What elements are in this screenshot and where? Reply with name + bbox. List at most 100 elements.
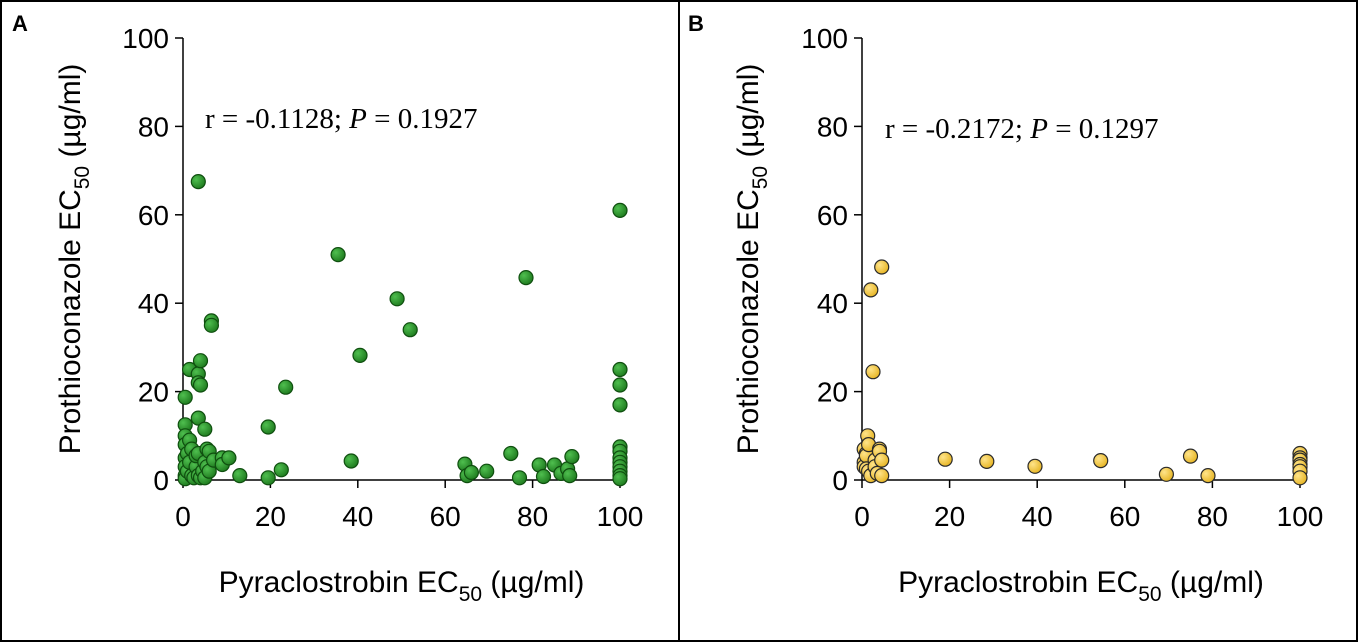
data-point-A <box>203 317 219 333</box>
data-point-B <box>874 468 890 484</box>
data-point-A <box>192 353 209 369</box>
x-axis-title-sub-B: 50 <box>1138 583 1161 606</box>
x-tick-label-A: 60 <box>430 501 461 532</box>
x-axis-title-unit-A: (µg/ml) <box>482 566 584 599</box>
annotation-post-B: = 0.1297 <box>1048 113 1159 145</box>
data-point-A <box>232 468 248 484</box>
y-tick-label-B: 40 <box>817 288 848 319</box>
data-point-A <box>612 202 628 218</box>
points-B <box>856 259 1308 486</box>
annotation-p-B: P <box>1029 113 1048 145</box>
data-point-A <box>562 468 578 484</box>
annotation-post-A: = 0.1927 <box>367 103 478 135</box>
y-tick-label-A: 0 <box>153 465 169 496</box>
annotation-pre-A: r = -0.1128; <box>205 103 349 135</box>
annotation-p-A: P <box>348 103 367 135</box>
data-point-A <box>402 322 418 338</box>
panel-label-A: A <box>12 11 28 36</box>
data-point-A <box>564 449 580 465</box>
x-tick-label-A: 40 <box>342 501 373 532</box>
data-point-B <box>979 453 995 469</box>
data-point-A <box>389 291 405 307</box>
data-point-A <box>612 361 628 378</box>
y-tick-label-A: 80 <box>138 111 169 142</box>
data-point-A <box>518 270 534 286</box>
data-point-A <box>612 471 628 487</box>
data-point-A <box>192 377 209 393</box>
data-point-A <box>503 445 519 462</box>
y-axis-title-main-A: Prothioconazole EC <box>54 189 87 454</box>
x-tick-label-A: 80 <box>517 501 548 532</box>
y-tick-label-B: 60 <box>817 200 848 231</box>
data-point-B <box>1093 453 1109 469</box>
data-point-A <box>197 421 213 437</box>
y-tick-label-B: 20 <box>817 377 848 408</box>
x-tick-label-B: 60 <box>1109 501 1140 532</box>
x-tick-label-A: 0 <box>175 501 191 532</box>
y-axis-title-main-B: Prothioconazole EC <box>732 189 765 454</box>
y-axis-title-B: Prothioconazole EC50 (µg/ml) <box>732 64 772 455</box>
data-point-B <box>1027 458 1043 474</box>
x-tick-label-B: 0 <box>854 501 870 532</box>
data-point-B <box>865 364 881 380</box>
x-tick-label-B: 100 <box>1277 501 1324 532</box>
panel-frame-B <box>678 0 1358 642</box>
x-axis-title-main-A: Pyraclostrobin EC <box>219 566 459 599</box>
data-point-A <box>479 463 495 479</box>
data-point-B <box>1182 448 1199 464</box>
data-point-A <box>511 470 528 486</box>
data-point-A <box>177 389 193 405</box>
data-point-B <box>1200 468 1216 484</box>
data-point-A <box>343 453 359 469</box>
data-point-A <box>190 174 206 190</box>
correlation-annotation-A: r = -0.1128; P = 0.1927 <box>205 103 477 135</box>
y-axis-title-unit-A: (µg/ml) <box>54 64 87 166</box>
data-point-B <box>1158 466 1175 482</box>
data-point-B <box>1292 470 1308 486</box>
y-axis-title-unit-B: (µg/ml) <box>732 64 765 166</box>
data-point-B <box>937 451 953 467</box>
data-point-A <box>278 379 294 395</box>
y-tick-label-A: 100 <box>122 23 169 54</box>
panel-label-B: B <box>688 11 704 36</box>
x-axis-title-B: Pyraclostrobin EC50 (µg/ml) <box>898 566 1264 606</box>
data-point-A <box>535 468 552 485</box>
data-point-A <box>260 470 276 486</box>
annotation-pre-B: r = -0.2172; <box>885 113 1030 145</box>
panel-frame-A <box>0 0 680 642</box>
correlation-annotation-B: r = -0.2172; P = 0.1297 <box>885 113 1159 145</box>
x-tick-label-A: 20 <box>255 501 286 532</box>
data-point-A <box>352 347 368 363</box>
data-point-A <box>273 462 289 478</box>
y-tick-label-B: 0 <box>832 465 848 496</box>
points-A <box>177 174 628 487</box>
data-point-B <box>874 452 890 468</box>
y-tick-label-B: 80 <box>817 111 848 142</box>
x-tick-label-B: 20 <box>934 501 965 532</box>
data-point-A <box>221 450 237 466</box>
y-axis-title-A: Prothioconazole EC50 (µg/ml) <box>54 64 94 455</box>
data-point-A <box>190 410 206 426</box>
x-axis-title-sub-A: 50 <box>459 583 482 606</box>
x-axis-title-unit-B: (µg/ml) <box>1162 566 1264 599</box>
x-tick-label-A: 100 <box>597 501 644 532</box>
data-point-A <box>463 464 479 481</box>
data-point-B <box>863 282 879 298</box>
data-point-B <box>874 259 890 275</box>
x-tick-label-B: 40 <box>1022 501 1053 532</box>
chart-A: 0 20 40 60 80 100 0 20 40 60 80 100 Pyraclostrobin E… <box>54 23 643 606</box>
y-axis-title-sub-A: 50 <box>71 166 94 189</box>
y-tick-label-A: 40 <box>138 288 169 319</box>
y-axis-title-sub-B: 50 <box>749 166 772 189</box>
x-axis-title-A: Pyraclostrobin EC50 (µg/ml) <box>219 566 585 606</box>
x-tick-label-B: 80 <box>1197 501 1228 532</box>
x-axis-title-main-B: Pyraclostrobin EC <box>898 566 1138 599</box>
data-point-A <box>612 397 628 413</box>
data-point-A <box>330 247 346 263</box>
data-point-A <box>260 419 276 435</box>
chart-B: 0 20 40 60 80 100 0 20 40 60 80 100 Pyraclostrobin E… <box>732 23 1323 606</box>
y-tick-label-A: 20 <box>138 377 169 408</box>
y-tick-label-A: 60 <box>138 200 169 231</box>
